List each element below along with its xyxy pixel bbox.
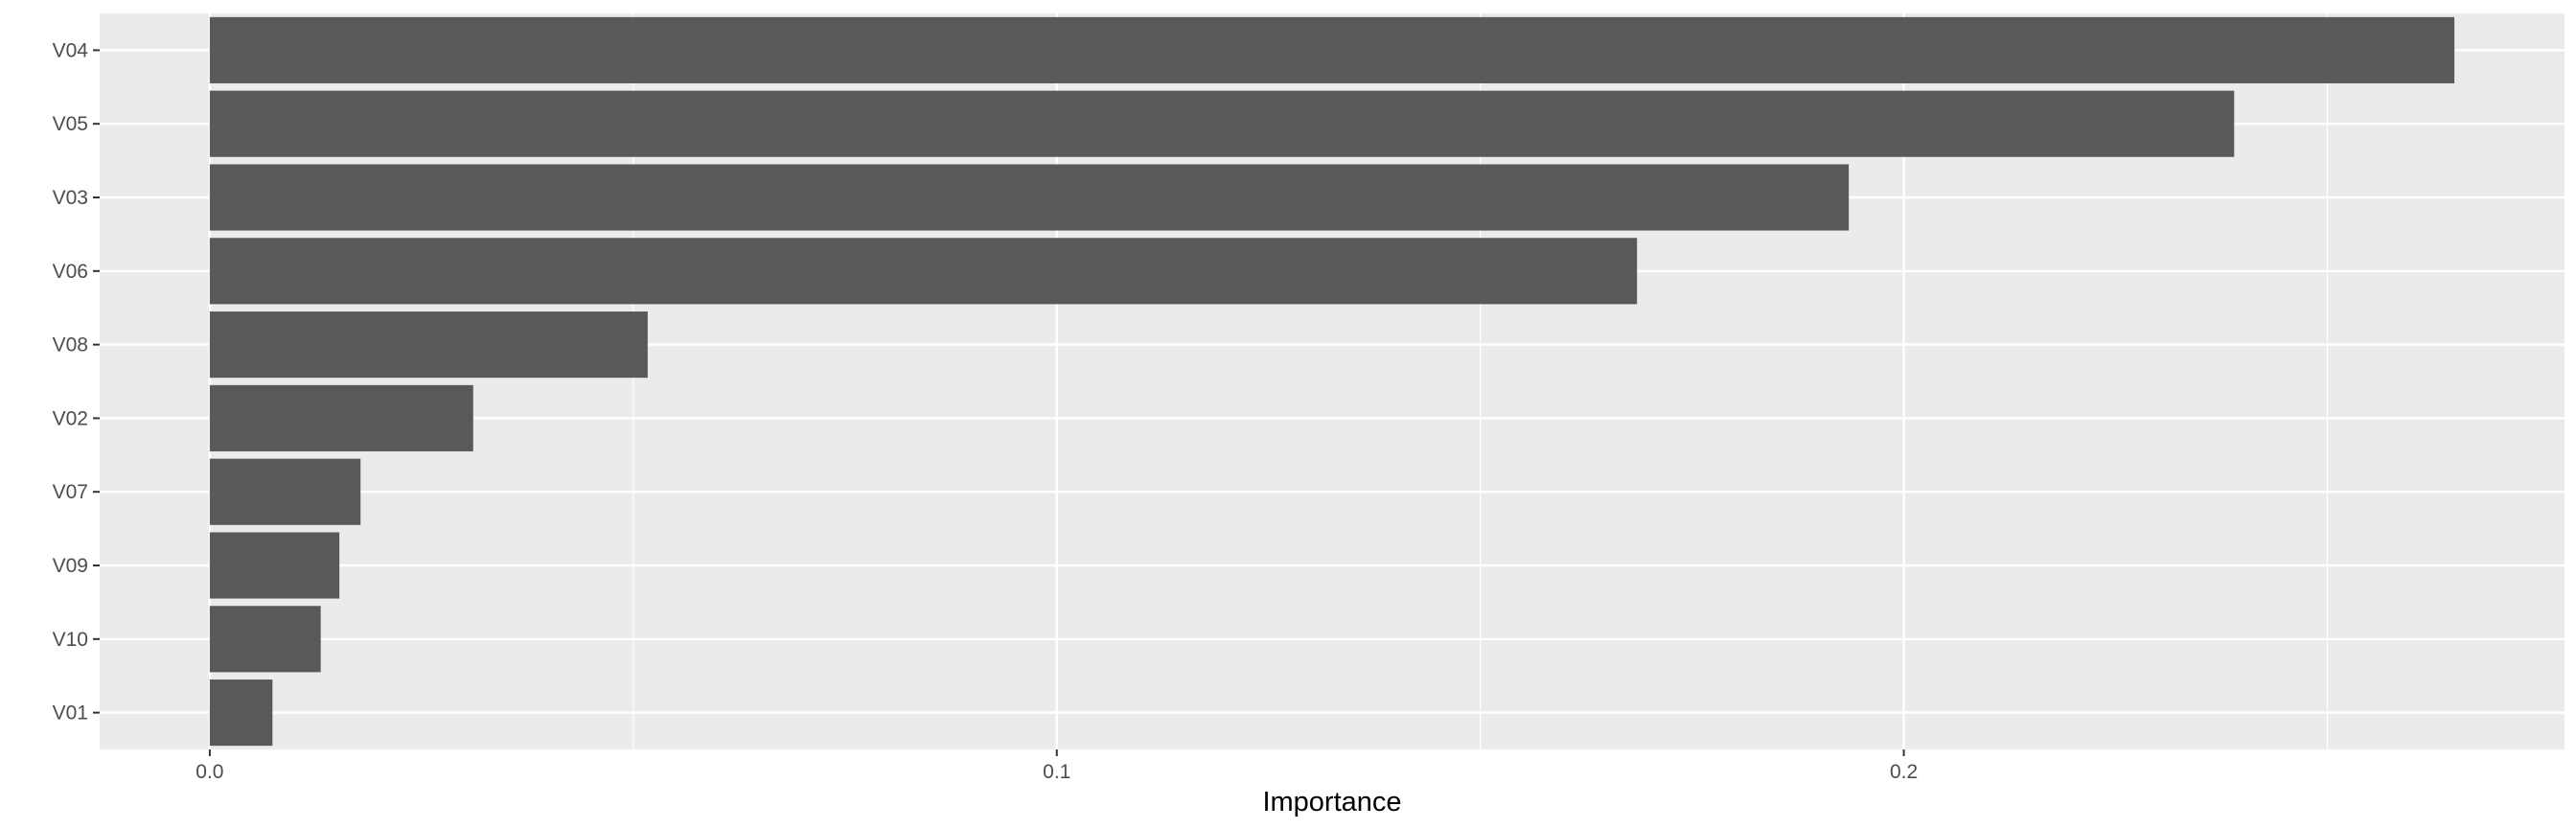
- bar-v05: [209, 90, 2235, 157]
- bars: [209, 16, 2455, 747]
- y-tick-label: V06: [53, 261, 88, 283]
- y-tick-label: V08: [53, 334, 88, 357]
- y-tick-label: V09: [53, 555, 88, 577]
- y-tick-label: V03: [53, 187, 88, 209]
- y-tick-label: V01: [53, 702, 88, 725]
- y-axis: V04 V05 V03 V06 V08 V02 V07 V09 V10 V01: [53, 39, 100, 725]
- x-axis: 0.0 0.1 0.2: [196, 749, 1918, 783]
- y-tick-label: V02: [53, 407, 88, 429]
- x-tick-label: 0.0: [196, 761, 223, 783]
- bar-v08: [209, 311, 648, 379]
- bar-v01: [209, 679, 273, 747]
- x-tick-label: 0.1: [1043, 761, 1070, 783]
- x-axis-title: Importance: [1262, 787, 1401, 817]
- y-tick-label: V04: [53, 39, 89, 61]
- bar-v10: [209, 606, 321, 673]
- bar-v03: [209, 164, 1850, 231]
- bar-v04: [209, 16, 2455, 83]
- y-tick-label: V07: [53, 481, 88, 503]
- bar-v06: [209, 238, 1638, 305]
- bar-v02: [209, 384, 473, 451]
- x-tick-label: 0.2: [1890, 761, 1918, 783]
- bar-v09: [209, 532, 340, 599]
- bar-v07: [209, 458, 361, 525]
- y-tick-label: V05: [53, 113, 88, 135]
- y-tick-label: V10: [53, 629, 88, 651]
